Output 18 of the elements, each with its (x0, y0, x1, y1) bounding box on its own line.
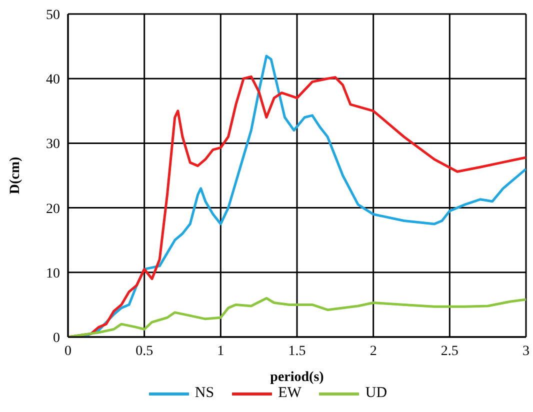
y-tick-label: 40 (46, 72, 60, 88)
y-tick-label: 10 (46, 266, 60, 282)
legend-label: UD (365, 385, 388, 402)
y-axis-title: D(cm) (8, 156, 23, 194)
y-tick-label: 20 (46, 202, 60, 217)
x-tick-label: 2.5 (440, 344, 458, 359)
legend-label: NS (194, 385, 214, 402)
x-tick-label: 1 (217, 344, 224, 359)
x-tick-label: 0.5 (136, 344, 154, 359)
x-tick-label: 3 (522, 344, 530, 359)
x-axis-title: period(s) (270, 370, 324, 385)
legend-label: EW (278, 385, 302, 402)
x-tick-label: 2 (370, 344, 377, 359)
x-tick-label: 0 (64, 344, 72, 359)
x-tick-label: 1.5 (288, 344, 306, 359)
y-tick-label: 0 (53, 330, 60, 346)
y-tick-label: 50 (46, 8, 60, 23)
y-tick-label: 30 (46, 137, 60, 152)
